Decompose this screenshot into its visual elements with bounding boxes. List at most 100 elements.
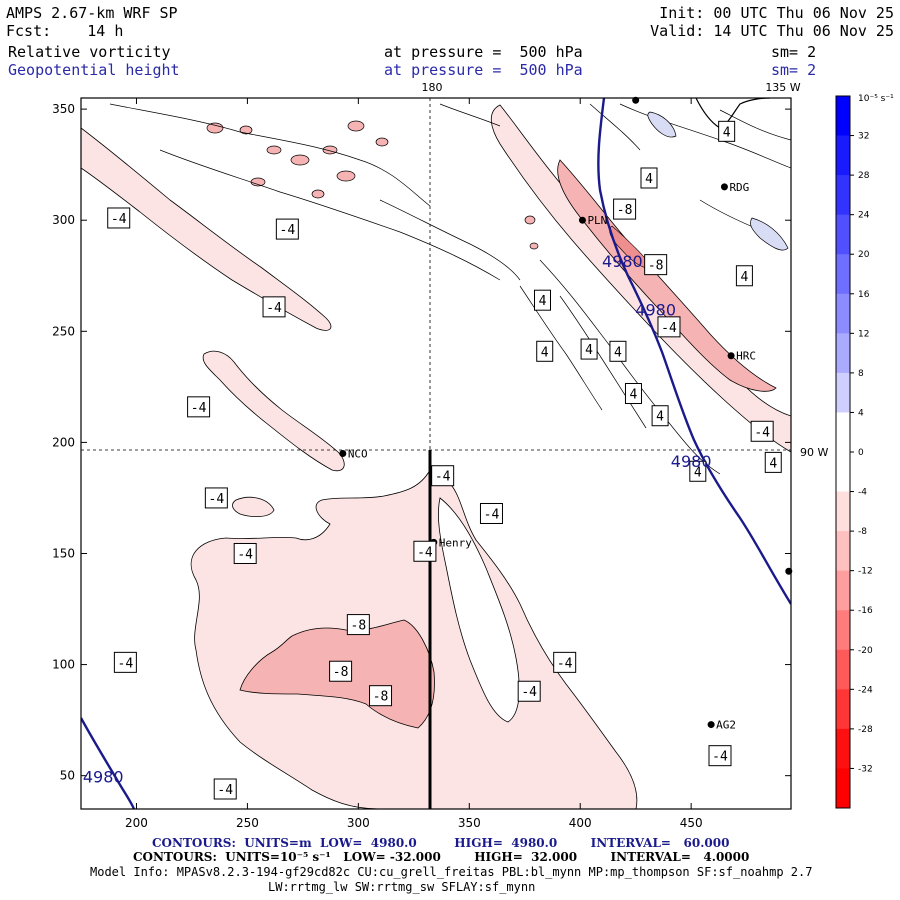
zero-contour-gap [438, 497, 520, 723]
vorticity-label-layer: -4 -4 -4 -4 -4 -4 -4 -4 -4 -4 -4 -4 -4 -4 -8 -8 -8 -8 -8 -4… [107, 120, 782, 800]
pos-vorticity-patch-2 [647, 111, 677, 138]
y-tick-label: 250 [52, 324, 75, 338]
contour-label: -4 [118, 656, 134, 671]
contour-label: -4 [417, 545, 433, 560]
contour-label-box [431, 465, 455, 487]
contour-label-box [536, 340, 554, 362]
contour-label: 4 [656, 410, 664, 425]
contour-label-box [369, 685, 393, 707]
contour-label-box [580, 338, 598, 360]
neg-tongue-nco [202, 350, 345, 472]
colorbar-swatch [836, 214, 850, 255]
contour-label: -8 [351, 619, 367, 634]
colorbar-tick-label: -28 [858, 725, 873, 735]
colorbar-tick-label: -12 [858, 567, 873, 577]
contour-label-box [640, 167, 658, 189]
colorbar-swatch [836, 531, 850, 572]
colorbar-swatch [836, 768, 850, 809]
colorbar-tick-label: 8 [858, 369, 864, 379]
pos-vorticity-patch [750, 217, 789, 251]
zero-contour-lines [109, 103, 791, 475]
station-marker [727, 352, 735, 360]
colorbar-unit-label: 10⁻⁵ s⁻¹ [858, 94, 894, 104]
contour-label: -4 [280, 223, 296, 238]
contour-label-box [718, 120, 736, 142]
colorbar-tick-label: -16 [858, 606, 873, 616]
contour-label: -4 [217, 783, 233, 798]
lon-label-180: 180 [422, 81, 443, 94]
contour-label: -4 [266, 301, 282, 316]
contour-label: 4 [585, 343, 593, 358]
contour-label-box [517, 680, 541, 702]
contour-label-box [479, 502, 503, 524]
init-time: Init: 00 UTC Thu 06 Nov 25 [659, 4, 894, 22]
colorbar-swatch [836, 293, 850, 334]
field2-name: Geopotential height [8, 61, 180, 79]
colorbar-tick-label: -8 [858, 527, 867, 537]
colorbar-swatch [836, 728, 850, 769]
x-tick-label: 350 [458, 816, 481, 830]
height-contour-label: 4980 [83, 767, 124, 786]
colorbar-tick-label: 4 [858, 408, 864, 418]
contour-label-box [329, 660, 353, 682]
colorbar-tick-label: 32 [858, 132, 869, 142]
contour-label: -8 [333, 665, 349, 680]
valid-time: Valid: 14 UTC Thu 06 Nov 25 [650, 22, 894, 40]
contour-label: -4 [209, 492, 225, 507]
station-label: Henry [439, 536, 472, 549]
station-label: RDG [729, 181, 749, 194]
y-tick-label: 100 [52, 658, 75, 672]
colorbar-tick-label: -32 [858, 764, 873, 774]
colorbar-swatch [836, 372, 850, 413]
height-label-layer: 4980 4980 4980 4980 [83, 252, 712, 786]
contour-label: 4 [723, 125, 731, 140]
colorbar-tick-label: 24 [858, 211, 870, 221]
field1-name: Relative vorticity [8, 43, 171, 61]
contour-label-box [346, 614, 370, 636]
colorbar-swatch [836, 689, 850, 730]
coastline [695, 98, 771, 129]
colorbar-tick-label: -4 [858, 488, 867, 498]
contour-label: -4 [484, 507, 500, 522]
colorbar-tick-label: 16 [858, 290, 870, 300]
contour-label: -4 [237, 547, 253, 562]
colorbar-swatch [836, 333, 850, 374]
contour-label: -8 [373, 690, 389, 705]
field2-level: at pressure = 500 hPa [384, 61, 583, 79]
station-marker [707, 721, 715, 729]
colorbar-swatch [836, 96, 850, 137]
footer-physics: LW:rrtmg_lw SW:rrtmg_sw SFLAY:sf_mynn [268, 880, 536, 894]
colorbar-tick-label: -24 [858, 685, 873, 695]
contour-label-box [624, 383, 642, 405]
x-tick-label: 450 [680, 816, 703, 830]
contour-label: -4 [521, 685, 537, 700]
lon-label-135w: 135 W [765, 81, 800, 94]
x-tick-label: 400 [569, 816, 592, 830]
contour-label-box [413, 540, 437, 562]
station-label: HRC [736, 350, 756, 363]
contour-label: -4 [712, 750, 728, 765]
contour-label-box [689, 460, 707, 482]
contour-label: -4 [435, 470, 451, 485]
contour-label-box [708, 745, 732, 767]
station-marker [720, 183, 728, 191]
contour-label-box [750, 420, 774, 442]
y-tick-label: 350 [52, 102, 75, 116]
y-tick-label: 300 [52, 213, 75, 227]
colorbar-tick-label: 20 [858, 250, 870, 260]
station-label: NCO [348, 448, 368, 461]
height-contour-sw [81, 717, 136, 809]
contour-label: 4 [614, 345, 622, 360]
y-tick-label: 50 [60, 769, 75, 783]
contour-label-box [204, 487, 228, 509]
contour-label-box [651, 405, 669, 427]
contour-label-box [213, 778, 237, 800]
contour-label-box [644, 254, 668, 276]
contour-label-box [262, 296, 286, 318]
contour-label-box [534, 289, 551, 311]
contour-label-box [233, 542, 257, 564]
station-marker [339, 450, 347, 457]
colorbar-swatch [836, 452, 850, 493]
x-tick-label: 200 [125, 816, 148, 830]
contour-label-box [187, 396, 211, 418]
